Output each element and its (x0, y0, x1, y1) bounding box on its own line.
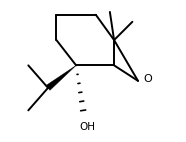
Text: O: O (144, 74, 152, 84)
Text: OH: OH (79, 122, 95, 132)
Polygon shape (46, 65, 76, 90)
